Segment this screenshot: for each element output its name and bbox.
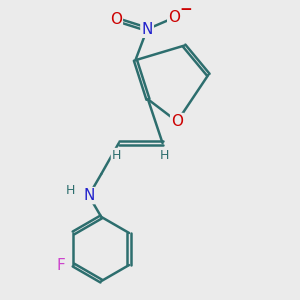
Text: H: H (160, 149, 170, 162)
Text: N: N (83, 188, 94, 203)
Text: H: H (66, 184, 75, 197)
Text: O: O (110, 12, 122, 27)
Text: O: O (168, 10, 180, 25)
Text: F: F (57, 258, 66, 273)
Text: O: O (171, 114, 183, 129)
Text: N: N (141, 22, 153, 37)
Text: −: − (179, 2, 192, 17)
Text: H: H (112, 149, 121, 162)
